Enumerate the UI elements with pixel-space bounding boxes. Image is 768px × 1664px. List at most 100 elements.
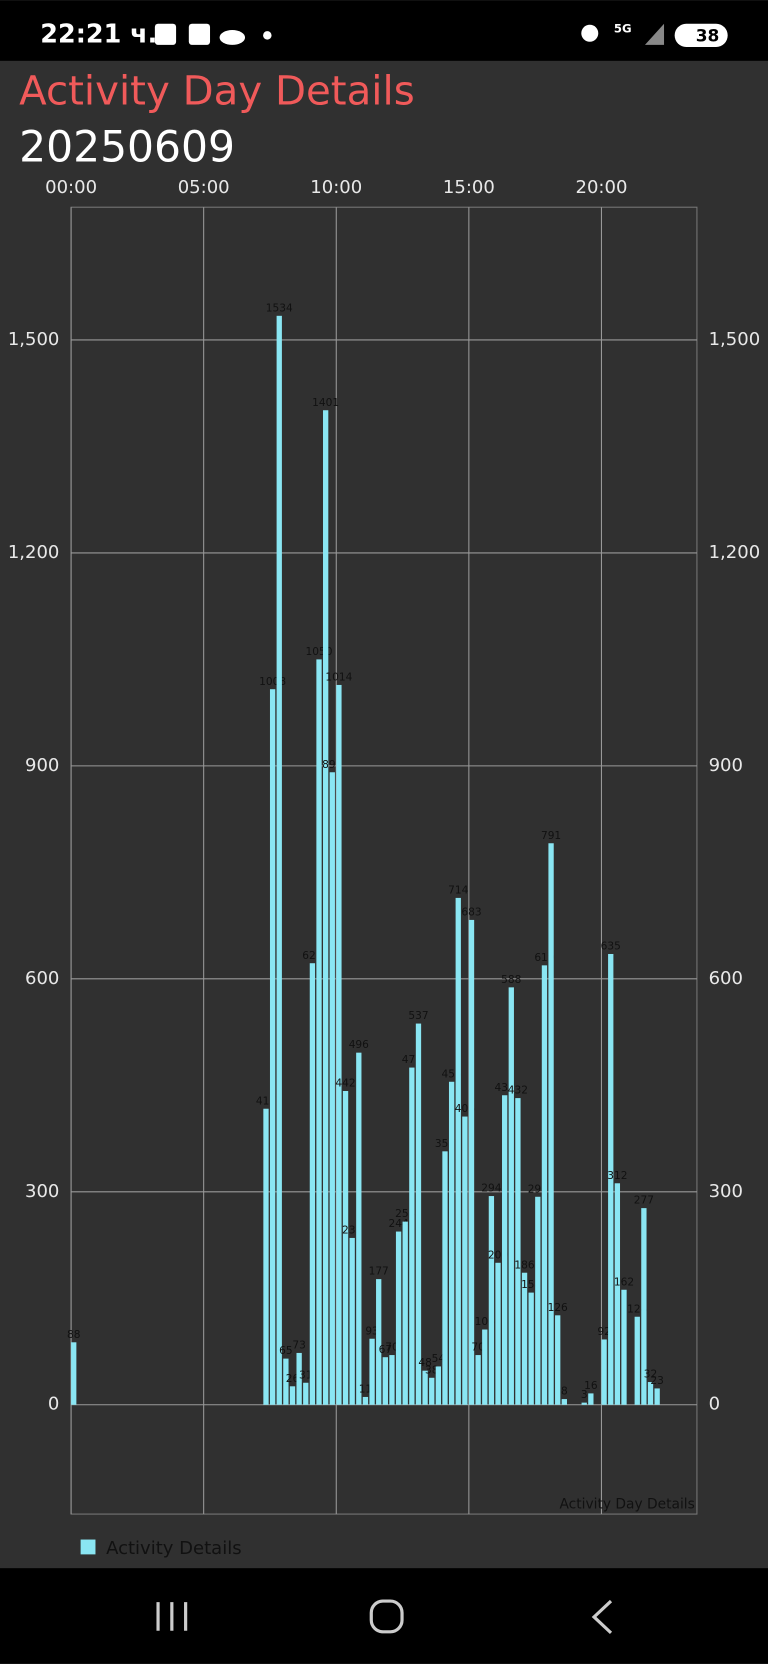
bar bbox=[376, 1279, 382, 1405]
value-label: 65 bbox=[279, 1345, 292, 1357]
value-label: 1008 bbox=[259, 676, 286, 688]
value-label: 26 bbox=[286, 1373, 300, 1385]
value-label: 8 bbox=[561, 1386, 568, 1398]
gallery-icon bbox=[154, 23, 177, 45]
bar bbox=[601, 1339, 607, 1405]
y-tick-label-right: 1,500 bbox=[709, 329, 761, 350]
check-icon bbox=[188, 23, 211, 45]
chart-description: Activity Day Details bbox=[560, 1497, 695, 1513]
value-label: 38 bbox=[425, 1364, 439, 1376]
nav-bar bbox=[0, 1568, 768, 1664]
bar bbox=[495, 1262, 501, 1405]
bar bbox=[289, 1386, 296, 1405]
status-time: 22:21 ч. bbox=[40, 19, 157, 49]
bar bbox=[269, 689, 276, 1405]
bar bbox=[654, 1388, 660, 1405]
bar bbox=[462, 1116, 468, 1405]
bar bbox=[641, 1208, 647, 1405]
bar bbox=[508, 987, 514, 1405]
bar bbox=[303, 1382, 309, 1405]
bar bbox=[382, 1357, 388, 1405]
x-tick-label: 10:00 bbox=[310, 177, 362, 198]
bar bbox=[455, 897, 461, 1405]
bar bbox=[309, 963, 316, 1405]
value-label: 16 bbox=[584, 1380, 598, 1392]
bar bbox=[336, 684, 342, 1405]
value-label: 73 bbox=[292, 1340, 305, 1352]
bar bbox=[283, 1358, 289, 1405]
value-label: 3 bbox=[581, 1389, 588, 1401]
bar bbox=[621, 1289, 627, 1405]
value-label: 11 bbox=[359, 1384, 372, 1396]
value-label: 1401 bbox=[312, 397, 339, 409]
bar bbox=[608, 953, 614, 1405]
bar bbox=[395, 1231, 402, 1405]
value-label: 67 bbox=[379, 1344, 392, 1356]
x-tick-label: 15:00 bbox=[443, 177, 495, 198]
y-tick-label: 0 bbox=[48, 1394, 59, 1415]
status-bar bbox=[0, 0, 768, 61]
bar bbox=[502, 1095, 508, 1405]
legend-swatch bbox=[80, 1539, 96, 1555]
bar bbox=[521, 1272, 528, 1405]
bar bbox=[389, 1355, 395, 1405]
bar bbox=[402, 1221, 408, 1405]
dot-icon bbox=[263, 31, 272, 40]
y-tick-label: 1,500 bbox=[8, 329, 60, 350]
home-button[interactable] bbox=[369, 1599, 404, 1634]
value-label: 70 bbox=[471, 1342, 485, 1354]
bar bbox=[515, 1098, 521, 1405]
value-label: 1014 bbox=[325, 672, 352, 684]
legend-label: Activity Details bbox=[106, 1538, 242, 1559]
bar bbox=[263, 1108, 269, 1405]
bar bbox=[435, 1366, 442, 1405]
y-tick-label: 1,200 bbox=[8, 542, 60, 563]
x-tick-label: 20:00 bbox=[575, 177, 627, 198]
bar bbox=[442, 1151, 448, 1405]
bar bbox=[329, 772, 335, 1405]
recents-button[interactable] bbox=[156, 1602, 188, 1631]
y-tick-label: 300 bbox=[25, 1181, 59, 1202]
bar bbox=[528, 1292, 534, 1405]
value-label: 54 bbox=[432, 1353, 446, 1365]
value-label: 277 bbox=[634, 1195, 654, 1207]
value-label: 186 bbox=[514, 1259, 534, 1271]
location-icon bbox=[581, 24, 599, 42]
y-tick-label-right: 300 bbox=[709, 1181, 743, 1202]
bar bbox=[296, 1352, 302, 1405]
bar bbox=[614, 1183, 621, 1405]
cloud-icon bbox=[219, 30, 246, 45]
bar bbox=[356, 1052, 362, 1405]
chart: 00:00 05:00 10:00 15:00 20:00 0 0 300 300 600 600 9… bbox=[8, 177, 760, 1559]
value-label: 162 bbox=[614, 1276, 634, 1288]
bar bbox=[475, 1355, 481, 1405]
value-label: 1534 bbox=[266, 302, 293, 314]
value-label: 588 bbox=[501, 974, 521, 986]
value-label: 126 bbox=[548, 1302, 568, 1314]
bar bbox=[548, 843, 554, 1405]
y-tick-label: 600 bbox=[25, 968, 59, 989]
value-label: 496 bbox=[349, 1039, 369, 1051]
y-tick-label-right: 0 bbox=[709, 1394, 720, 1415]
value-label: 683 bbox=[461, 906, 481, 918]
bar bbox=[561, 1399, 567, 1405]
battery-level: 38 bbox=[696, 26, 720, 46]
bar bbox=[555, 1315, 561, 1405]
value-label: 442 bbox=[335, 1078, 355, 1090]
value-label: 432 bbox=[508, 1085, 528, 1097]
bar bbox=[369, 1338, 375, 1405]
value-label: 31 bbox=[299, 1369, 312, 1381]
bar bbox=[409, 1067, 415, 1405]
y-tick-label-right: 900 bbox=[709, 755, 743, 776]
value-label: 791 bbox=[541, 830, 561, 842]
bar bbox=[482, 1329, 488, 1405]
value-label: 635 bbox=[601, 941, 621, 953]
back-button[interactable] bbox=[591, 1599, 613, 1635]
bar bbox=[541, 965, 548, 1405]
value-label: 70 bbox=[385, 1342, 399, 1354]
x-tick-label: 00:00 bbox=[45, 177, 97, 198]
value-label: 92 bbox=[597, 1326, 610, 1338]
bar bbox=[634, 1316, 640, 1405]
